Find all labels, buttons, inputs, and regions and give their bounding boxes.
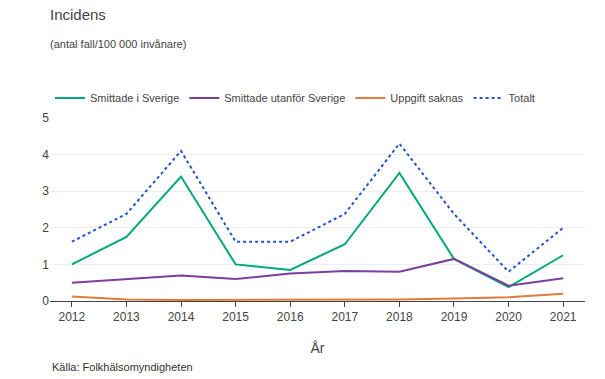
svg-text:2017: 2017 [331, 310, 358, 324]
svg-text:3: 3 [42, 184, 49, 198]
svg-text:2014: 2014 [168, 310, 195, 324]
svg-text:4: 4 [42, 148, 49, 162]
svg-text:Källa: Folkhälsomyndigheten: Källa: Folkhälsomyndigheten [52, 361, 193, 373]
svg-text:(antal fall/100 000 invånare): (antal fall/100 000 invånare) [50, 38, 186, 50]
svg-text:5: 5 [42, 111, 49, 125]
svg-text:2012: 2012 [58, 310, 85, 324]
svg-text:2018: 2018 [386, 310, 413, 324]
svg-text:2016: 2016 [277, 310, 304, 324]
svg-text:2015: 2015 [222, 310, 249, 324]
svg-text:2021: 2021 [550, 310, 577, 324]
svg-text:2019: 2019 [441, 310, 468, 324]
svg-text:2013: 2013 [113, 310, 140, 324]
svg-text:2: 2 [42, 221, 49, 235]
svg-text:Incidens: Incidens [50, 6, 106, 23]
svg-text:Totalt: Totalt [509, 92, 535, 104]
svg-text:Smittade i Sverige: Smittade i Sverige [90, 92, 179, 104]
svg-text:0: 0 [42, 294, 49, 308]
svg-text:År: År [311, 340, 325, 356]
svg-text:Smittade utanför Sverige: Smittade utanför Sverige [224, 92, 345, 104]
svg-text:2020: 2020 [495, 310, 522, 324]
svg-text:1: 1 [42, 258, 49, 272]
svg-text:Uppgift saknas: Uppgift saknas [390, 92, 463, 104]
